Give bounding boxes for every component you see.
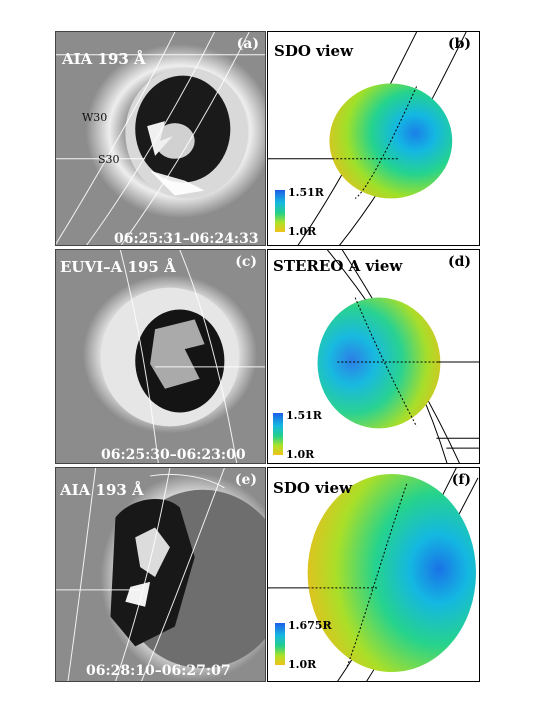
- panel-c-image: [82, 250, 265, 463]
- panel-b-colorbar-max: 1.51R: [288, 186, 324, 199]
- panel-f-colorbar-max: 1.675R: [288, 619, 332, 632]
- panel-a-w30-label: W30: [82, 111, 108, 124]
- panel-e-time-range: 06:28:10–06:27:07: [86, 663, 231, 679]
- panel-a-aia-193: AIA 193 Å (a) W30 S30 06:25:31–06:24:33: [55, 31, 266, 246]
- panel-f-sdo-view: SDO view (f) 1.675R 1.0R: [267, 467, 480, 682]
- panel-a-s30-label: S30: [98, 153, 120, 166]
- panel-d-model-image: [317, 250, 479, 463]
- panel-b-colorbar: [275, 190, 285, 232]
- panel-c-tag: (c): [235, 254, 257, 270]
- panel-b-model-image: [268, 32, 467, 245]
- panel-b-colorbar-min: 1.0R: [288, 225, 317, 238]
- panel-f-model-image: [268, 468, 479, 681]
- panel-f-colorbar-min: 1.0R: [288, 658, 317, 671]
- panel-b-sdo-view: SDO view (b) 1.51R 1.0R: [267, 31, 480, 246]
- panel-e-aia-193: AIA 193 Å (e) 06:28:10–06:27:07: [55, 467, 266, 682]
- panel-c-title: EUVI–A 195 Å: [60, 258, 176, 276]
- panel-d-tag: (d): [447, 254, 471, 270]
- panel-e-tag: (e): [234, 472, 257, 488]
- panel-d-colorbar-min: 1.0R: [286, 448, 315, 461]
- panel-f-title: SDO view: [273, 479, 352, 497]
- panel-a-time-range: 06:25:31–06:24:33: [114, 231, 259, 246]
- panel-a-title: AIA 193 Å: [62, 50, 146, 68]
- panel-a-image: [56, 32, 265, 245]
- panel-e-image: [56, 468, 265, 681]
- panel-e-title: AIA 193 Å: [60, 481, 144, 499]
- panel-d-stereo-a-view: STEREO A view (d) 1.51R 1.0R: [267, 249, 480, 464]
- panel-f-tag: (f): [451, 472, 471, 488]
- panel-b-tag: (b): [447, 36, 471, 52]
- panel-c-euvi-a-195: EUVI–A 195 Å (c) 06:25:30–06:23:00: [55, 249, 266, 464]
- panel-b-title: SDO view: [274, 42, 353, 60]
- panel-c-time-range: 06:25:30–06:23:00: [101, 447, 246, 463]
- panel-a-tag: (a): [236, 36, 259, 52]
- panel-d-colorbar: [273, 413, 283, 455]
- panel-f-colorbar: [275, 623, 285, 665]
- panel-d-title: STEREO A view: [273, 257, 403, 275]
- panel-d-colorbar-max: 1.51R: [286, 409, 322, 422]
